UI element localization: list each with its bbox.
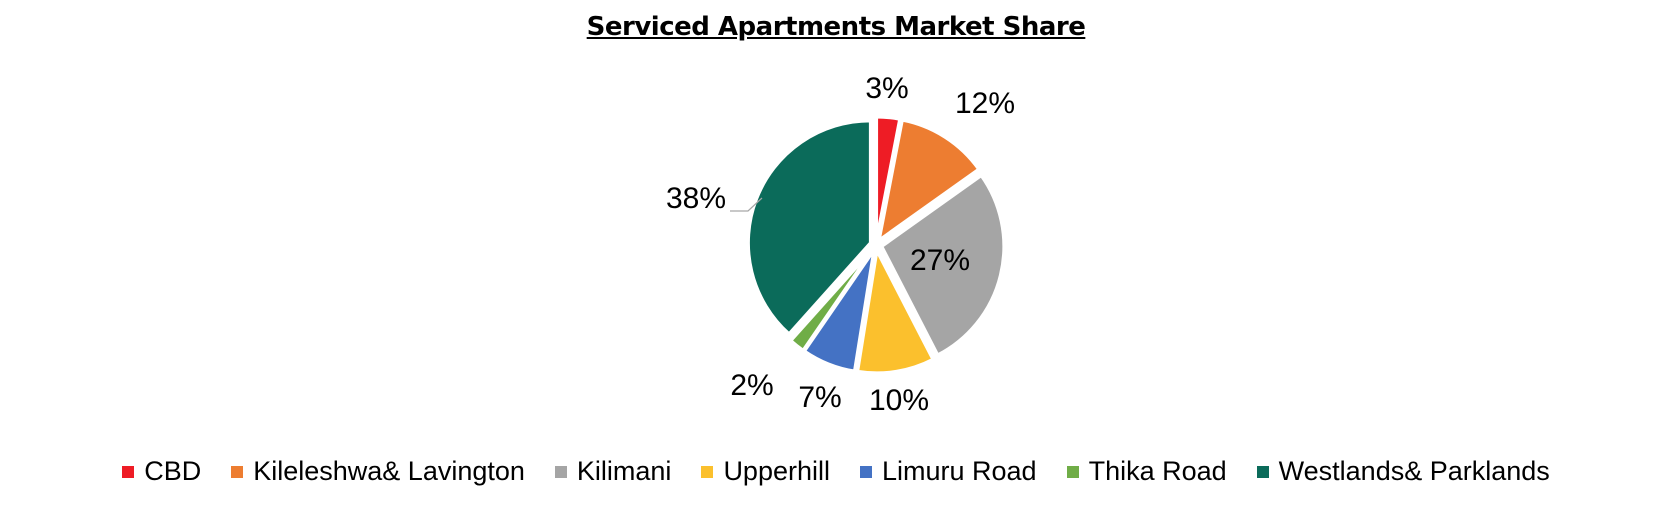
pie-slice-thika-road [788, 248, 874, 353]
leader-line [730, 197, 763, 212]
pie-slice-kilimani [879, 173, 1006, 357]
legend-label: Kileleshwa& Lavington [253, 456, 525, 486]
legend-swatch [231, 465, 244, 478]
legend-item: Thika Road [1066, 456, 1227, 487]
legend-swatch [554, 465, 567, 478]
data-label-upperhill: 10% [869, 384, 929, 417]
legend-swatch [1066, 465, 1079, 478]
legend-item: Westlands& Parklands [1256, 456, 1550, 487]
data-label-westlands-parklands: 38% [666, 182, 726, 215]
pie-slice-upperhill [855, 246, 935, 375]
legend-swatch [701, 465, 714, 478]
legend-label: CBD [144, 456, 202, 486]
legend-label: Kilimani [576, 456, 672, 486]
legend: CBD Kileleshwa& Lavington Kilimani Upperhil… [0, 456, 1672, 487]
data-label-limuru-road: 7% [798, 381, 841, 414]
pie-data-labels: 3% 12% 27% 10% 7% 2% 38% [666, 72, 1015, 417]
leader-lines [730, 197, 763, 212]
data-label-kileleshwa-lavington: 12% [955, 87, 1015, 120]
legend-item: Kileleshwa& Lavington [231, 456, 525, 487]
pie-slices [746, 115, 1006, 375]
data-label-thika-road: 2% [730, 369, 773, 402]
legend-label: Upperhill [723, 456, 830, 486]
legend-swatch [122, 465, 135, 478]
chart-title: Serviced Apartments Market Share [586, 12, 1086, 42]
legend-swatch [860, 465, 872, 478]
legend-label: Limuru Road [882, 456, 1037, 486]
legend-label: Westlands& Parklands [1278, 456, 1550, 486]
legend-item: Kilimani [554, 456, 672, 487]
legend-item: Upperhill [701, 456, 830, 487]
pie-slice-kileleshwa-lavington [877, 118, 981, 244]
legend-label: Thika Road [1088, 456, 1227, 486]
data-label-kilimani: 27% [910, 244, 970, 277]
legend-swatch [1256, 465, 1269, 478]
pie-slice-limuru-road [802, 249, 876, 373]
data-label-cbd: 3% [865, 72, 908, 105]
pie-slice-westlands-parklands [746, 119, 872, 336]
legend-item: CBD [122, 456, 201, 487]
pie-slice-cbd [875, 115, 902, 240]
legend-item: Limuru Road [860, 456, 1037, 487]
